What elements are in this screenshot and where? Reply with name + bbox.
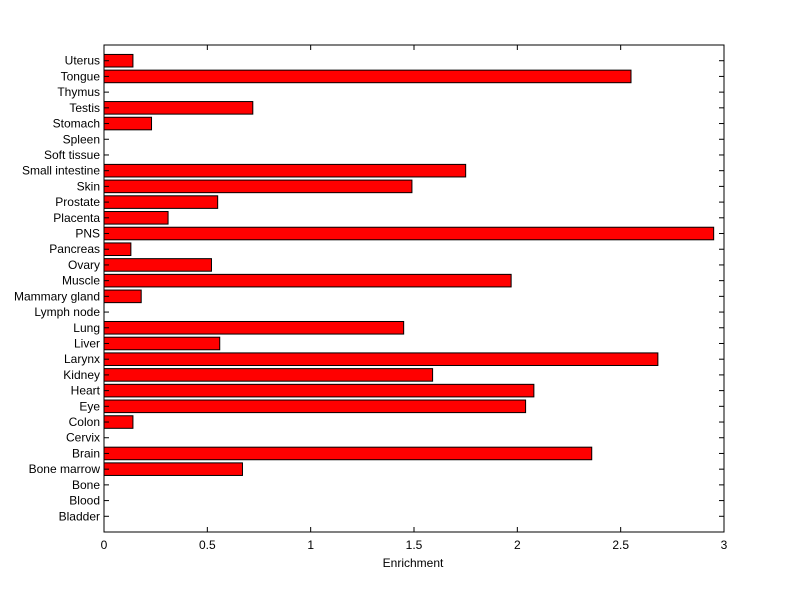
category-label: Tongue [61,69,101,83]
bar-small-intestine [103,163,467,178]
bar-pns [103,226,715,241]
bar-prostate [103,195,219,209]
bar-placenta [103,211,169,225]
category-label: PNS [75,227,100,241]
category-label: Bladder [59,509,100,523]
category-label: Uterus [65,54,100,68]
bar-eye [103,399,527,414]
category-label: Thymus [57,85,100,99]
category-label: Lymph node [34,305,100,319]
x-tick-label: 1.5 [406,538,423,552]
category-label: Pancreas [49,242,100,256]
category-label: Heart [71,384,101,398]
category-label: Blood [69,494,100,508]
bar-liver [103,336,221,351]
category-label: Bone marrow [29,462,101,476]
category-label: Liver [74,336,100,350]
bar-muscle [103,273,512,288]
x-axis-label: Enrichment [383,556,444,570]
category-label: Eye [79,399,100,413]
x-tick-label: 2.5 [612,538,629,552]
bar-larynx [103,352,659,366]
category-label: Cervix [66,431,100,445]
category-label: Small intestine [22,164,100,178]
x-tick-label: 3 [721,538,728,552]
category-label: Colon [69,415,100,429]
category-label: Testis [69,101,100,115]
bar-skin [103,179,413,194]
category-label: Kidney [63,368,100,382]
ticks-group [103,45,725,532]
bar-lung [103,320,405,335]
bar-kidney [103,368,434,382]
category-label: Muscle [62,274,100,288]
category-label: Lung [73,321,100,335]
x-tick-label: 0 [101,538,108,552]
x-tick-label: 2 [514,538,521,552]
x-tick-label: 1 [307,538,314,552]
bar-heart [103,383,535,398]
x-tick-labels: 0 0.5 1 1.5 2 2.5 3 [101,538,728,552]
bar-bone-marrow [103,462,243,476]
category-label: Soft tissue [44,148,100,162]
category-label: Mammary gland [14,289,100,303]
category-label: Stomach [53,117,100,131]
category-label: Larynx [64,352,100,366]
bar-ovary [103,258,212,272]
category-label: Brain [72,446,100,460]
bars-group [103,53,715,476]
category-label: Placenta [53,211,100,225]
bar-testis [103,101,254,115]
category-label: Prostate [55,195,100,209]
category-label: Skin [77,179,100,193]
x-tick-label: 0.5 [199,538,216,552]
bar-stomach [103,116,153,131]
bar-brain [103,446,593,461]
category-label: Spleen [63,132,100,146]
bar-mammary-gland [103,289,142,304]
category-label: Bone [72,478,100,492]
bar-tongue [103,69,632,84]
category-label: Ovary [68,258,100,272]
